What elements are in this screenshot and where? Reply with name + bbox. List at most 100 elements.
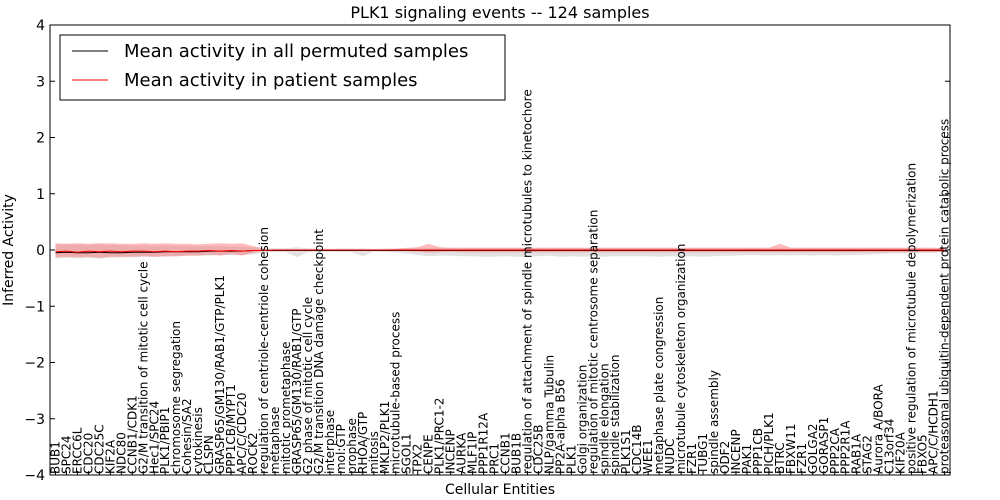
x-tick-label: G2 phase of mitotic cell cycle — [301, 297, 315, 474]
x-tick-label: NLP/gamma Tubulin — [542, 355, 556, 474]
series-lines — [55, 249, 945, 254]
x-tick-label: mol:GTP — [334, 424, 348, 474]
x-tick-label: CCNB1 — [498, 432, 512, 474]
x-tick-label: ROCK2 — [246, 432, 260, 474]
x-tick-label: PPP1R12A — [477, 412, 491, 474]
y-tick-label: 4 — [36, 18, 45, 34]
x-tick-label: regulation of centriole-centriole cohesi… — [257, 227, 271, 474]
x-tick-label: interphase — [323, 410, 337, 474]
x-tick-label: SGOL1 — [400, 433, 414, 474]
x-tick-label: PPP1CB/MYPT1 — [224, 384, 238, 474]
x-tick-label: Hec1/SPC24 — [147, 401, 161, 474]
x-tick-label: PLK1/PBIP1 — [158, 407, 172, 474]
x-tick-label: PAK1 — [740, 444, 754, 474]
x-tick-label: WEE1 — [641, 439, 655, 474]
x-tick-label: BUB1B — [509, 433, 523, 474]
x-tick-label: spindle assembly — [707, 370, 721, 474]
x-tick-label: INCENP — [729, 429, 743, 474]
x-tick-label: CCNB1/CDK1 — [125, 395, 139, 474]
x-tick-label: mitosis — [367, 431, 381, 474]
plot-frame — [49, 24, 951, 476]
x-tick-label: CDC14B — [630, 425, 644, 475]
x-tick-label: FBXW11 — [784, 423, 798, 474]
x-tick-label: PPP1CB — [751, 428, 765, 474]
x-tick-label: spindle elongation — [597, 363, 611, 474]
x-tick-label: G2/M transition of mitotic cell cycle — [136, 261, 150, 474]
x-tick-label: PLK1/PRC1-2 — [433, 398, 447, 474]
x-tick-labels: BUB1SPC24ERCC6LCDC20CDC25CKIF2ANDC80CCNB… — [48, 89, 951, 475]
y-axis-label: Inferred Activity — [1, 194, 17, 306]
x-tick-label: CENPE — [422, 434, 436, 474]
x-tick-label: chromosome segregation — [169, 321, 183, 474]
x-tick-label: Cohesin/SA2 — [180, 398, 194, 474]
x-tick-label: ERCC6L — [70, 427, 84, 474]
x-tick-label: metaphase — [268, 407, 282, 474]
y-tick-label: 2 — [36, 131, 45, 147]
x-tick-label: ODF2 — [718, 441, 732, 474]
x-tick-label: CDC20 — [81, 433, 95, 474]
y-tick-label: −1 — [24, 299, 45, 315]
y-tick-label: −4 — [24, 468, 45, 484]
x-tick-label: NUDC — [663, 439, 677, 474]
x-tick-label: PPP2R1A — [839, 420, 853, 474]
x-tick-label: GRASP65/GM130/RAB1/GTP — [290, 308, 304, 474]
x-tick-label: GORASP1 — [817, 417, 831, 474]
x-tick-label: PLK1S1 — [619, 429, 633, 474]
x-tick-label: GRASP65/GM130/RAB1/GTP/PLK1 — [213, 275, 227, 474]
x-tick-label: INCENP — [444, 429, 458, 474]
y-tick-label: 1 — [36, 187, 45, 203]
x-tick-label: MLF1IP — [466, 432, 480, 474]
x-tick-label: KIF20A — [894, 431, 908, 474]
x-tick-label: MKLP2/PLK1 — [378, 401, 392, 474]
x-tick-label: prophase — [345, 418, 359, 474]
x-tick-label: Golgi organization — [575, 365, 589, 474]
x-tick-label: PICH/PLK1 — [762, 412, 776, 474]
x-tick-label: FZR1 — [685, 443, 699, 474]
x-tick-label: positive regulation of microtubule depol… — [905, 163, 919, 474]
x-tick-label: NDC80 — [114, 432, 128, 474]
x-tick-label: RAB1A — [850, 433, 864, 474]
x-tick-label: RHOA/GTP — [356, 412, 370, 474]
x-tick-label: microtubule cytoskeleton organization — [674, 244, 688, 474]
x-tick-label: FBXO5 — [916, 434, 930, 474]
x-tick-label: BTRC — [773, 442, 787, 474]
x-tick-label: BUB1 — [48, 441, 62, 474]
x-tick-label: TUBG1 — [696, 433, 710, 475]
chart-title: PLK1 signaling events -- 124 samples — [350, 3, 649, 22]
x-tick-label: mitotic prometaphase — [279, 342, 293, 475]
x-tick-label: regulation of attachment of spindle micr… — [520, 89, 534, 474]
x-tick-label: PPP2CA — [828, 427, 842, 474]
y-tick-label: 0 — [36, 243, 45, 259]
x-tick-label: GOLGA2 — [806, 423, 820, 474]
x-tick-label: cytokinesis — [191, 407, 205, 474]
x-tick-label: spindle stabilization — [608, 354, 622, 474]
y-axis-ticks: −4 −3 −2 −1 0 1 2 3 4 — [24, 18, 950, 484]
x-tick-label: CDC25B — [531, 424, 545, 474]
x-tick-label: CLSPN — [202, 435, 216, 474]
band-permuted — [55, 244, 945, 259]
series-line-permuted — [55, 250, 945, 254]
x-tick-label: proteasomal ubiquitin-dependent protein … — [938, 119, 952, 474]
x-tick-label: PP2A-alpha B56 — [553, 379, 567, 474]
y-tick-label: 3 — [36, 74, 45, 90]
x-axis-label: Cellular Entities — [445, 482, 555, 498]
x-tick-label: regulation of mitotic centrosome separat… — [586, 210, 600, 474]
x-tick-label: metaphase plate congression — [652, 297, 666, 474]
x-tick-label: PRC1 — [488, 443, 502, 474]
legend: Mean activity in all permuted samples Me… — [59, 34, 506, 101]
legend-label-permuted: Mean activity in all permuted samples — [124, 41, 468, 62]
x-tick-label: APC/C/HCDH1 — [927, 390, 941, 474]
series-line-patient — [55, 249, 945, 253]
y-tick-label: −3 — [24, 412, 45, 428]
x-tick-label: CDC25C — [92, 424, 106, 474]
x-tick-label: AURKA — [455, 432, 469, 474]
x-tick-label: APC/C/CDC20 — [235, 392, 249, 474]
x-tick-label: C13orf34 — [883, 419, 897, 474]
x-tick-label: microtubule-based process — [389, 312, 403, 474]
x-tick-label: SPC24 — [59, 435, 73, 474]
x-tick-label: PLK1 — [564, 445, 578, 474]
x-tick-label: TPX2 — [411, 444, 425, 475]
legend-label-patient: Mean activity in patient samples — [124, 70, 418, 91]
y-tick-label: −2 — [24, 356, 45, 372]
